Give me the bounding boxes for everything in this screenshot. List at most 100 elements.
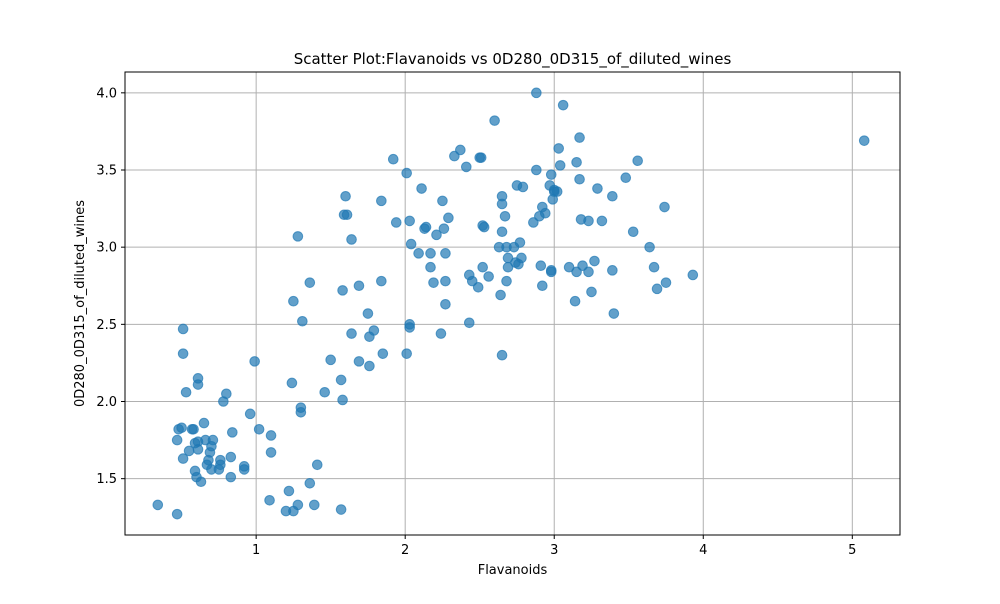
data-point — [337, 285, 348, 296]
data-point — [404, 215, 415, 227]
data-point — [431, 229, 442, 241]
data-point — [596, 215, 608, 227]
data-point — [413, 248, 424, 259]
data-point — [319, 386, 331, 398]
data-point — [420, 221, 432, 233]
data-point — [858, 135, 870, 146]
data-point — [425, 248, 436, 259]
data-point — [687, 269, 699, 281]
data-point — [501, 275, 512, 287]
y-tick-label: 3.0 — [96, 241, 117, 256]
data-point — [325, 354, 336, 366]
y-tick-label: 1.5 — [96, 472, 117, 487]
data-point — [192, 379, 204, 390]
data-point — [539, 207, 551, 219]
data-point — [249, 356, 260, 367]
data-point — [176, 422, 187, 434]
x-tick-label: 3 — [550, 543, 558, 558]
data-point — [198, 417, 210, 429]
x-tick-label: 2 — [401, 543, 409, 558]
data-point — [376, 195, 387, 207]
data-point — [437, 195, 448, 207]
data-point — [416, 183, 427, 194]
data-point — [283, 485, 295, 497]
data-point — [607, 265, 618, 276]
data-point — [188, 423, 199, 435]
data-point — [438, 223, 450, 234]
y-axis-label: 0D280_0D315_of_diluted_wines — [73, 200, 88, 407]
data-point — [311, 459, 323, 471]
data-point — [265, 447, 277, 458]
data-point — [531, 164, 542, 176]
data-point — [592, 183, 603, 194]
data-point — [495, 289, 506, 301]
data-point — [221, 388, 232, 400]
data-point — [563, 261, 575, 273]
data-point — [297, 315, 308, 327]
y-tick-label: 2.0 — [96, 395, 117, 410]
data-point — [377, 348, 389, 359]
data-point — [346, 234, 357, 245]
data-point — [516, 252, 527, 264]
data-point — [571, 156, 582, 168]
data-point — [608, 308, 620, 319]
data-point — [496, 349, 508, 361]
data-point — [535, 260, 547, 271]
data-point — [264, 494, 275, 506]
data-point — [404, 322, 415, 333]
data-point — [171, 434, 183, 446]
data-point — [177, 323, 189, 335]
data-point — [376, 275, 387, 287]
chart-title: Scatter Plot:Flavanoids vs 0D280_0D315_o… — [294, 50, 732, 69]
x-tick-label: 1 — [252, 543, 260, 558]
data-point — [308, 499, 320, 511]
y-tick-label: 3.5 — [96, 164, 117, 179]
data-point — [472, 281, 484, 293]
data-point — [440, 275, 451, 287]
data-point — [659, 201, 670, 213]
data-point — [368, 325, 380, 336]
data-point — [152, 499, 164, 511]
data-point — [475, 152, 487, 163]
data-point — [265, 430, 277, 441]
data-point — [337, 394, 348, 406]
data-point — [207, 434, 219, 446]
data-point — [335, 504, 347, 515]
data-point — [177, 453, 189, 464]
data-point — [401, 348, 412, 359]
data-point — [292, 231, 304, 242]
data-point — [195, 476, 207, 488]
data-point — [627, 226, 639, 238]
y-tick-label: 4.0 — [96, 86, 117, 101]
data-point — [353, 280, 365, 292]
data-point — [353, 356, 365, 367]
data-point — [340, 190, 351, 202]
x-tick-label: 4 — [699, 543, 707, 558]
data-point — [425, 261, 436, 273]
data-point — [428, 277, 439, 288]
data-point — [238, 464, 250, 475]
data-point — [177, 348, 189, 359]
data-point — [537, 280, 548, 292]
data-point — [589, 255, 600, 267]
data-point — [244, 408, 256, 420]
data-point — [180, 386, 192, 398]
data-point — [499, 211, 511, 222]
data-point — [502, 252, 514, 264]
data-point — [651, 283, 663, 295]
data-point — [632, 155, 643, 167]
data-point — [362, 308, 374, 319]
data-point — [545, 169, 557, 180]
data-point — [390, 217, 402, 228]
data-point — [517, 181, 529, 193]
data-point — [574, 173, 585, 185]
data-point — [304, 277, 316, 288]
data-point — [443, 212, 454, 224]
data-point — [496, 190, 508, 202]
data-point — [225, 471, 237, 483]
data-point — [607, 190, 618, 202]
data-point — [478, 221, 490, 233]
data-point — [225, 451, 237, 463]
data-point — [227, 427, 238, 438]
data-point — [171, 508, 183, 520]
